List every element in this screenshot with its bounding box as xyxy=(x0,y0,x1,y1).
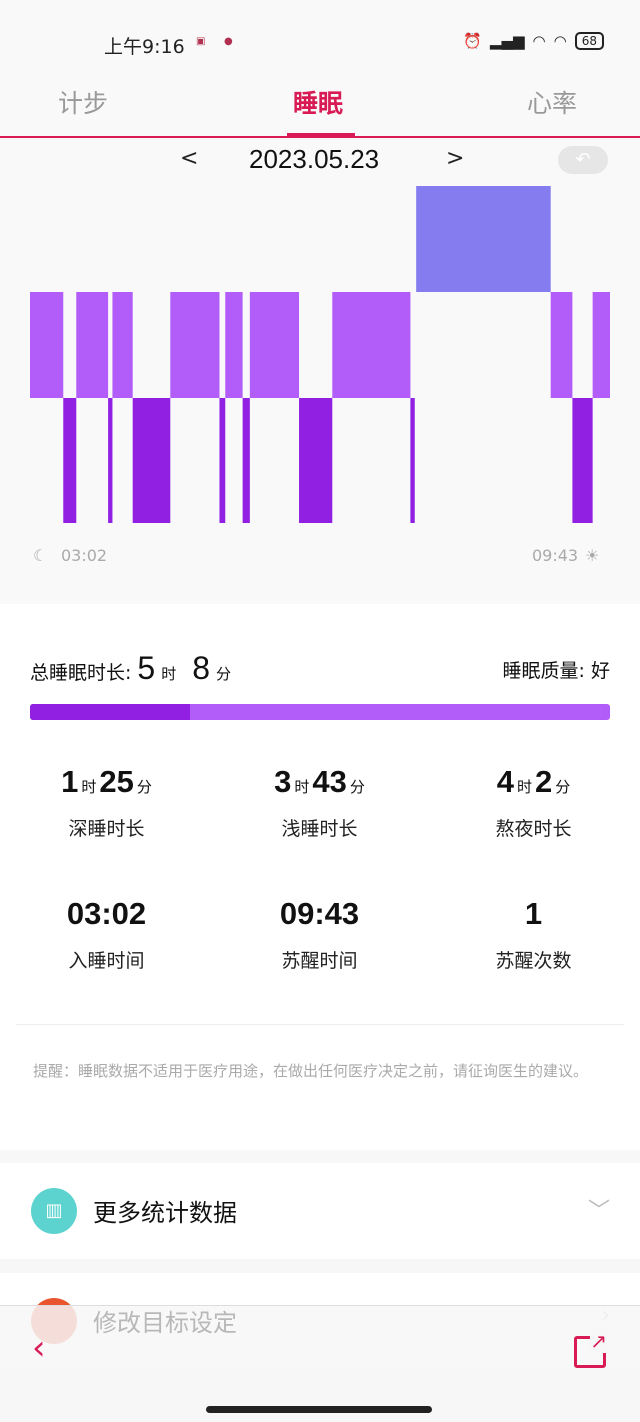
sleep-segment-light xyxy=(249,292,300,398)
sleep-segment-light xyxy=(225,292,243,398)
stat-value: 1 xyxy=(524,896,543,931)
end-time-label: 09:43 xyxy=(532,546,579,565)
sleep-segment-deep xyxy=(132,398,171,523)
sleep-segment-light xyxy=(30,292,64,398)
hour-unit: 时 xyxy=(516,779,532,796)
sleep-segment-light xyxy=(550,292,573,398)
date-navigator: < 2023.05.23 > ↶ xyxy=(0,140,640,184)
divider xyxy=(16,1024,624,1025)
stat-label: 浅睡时长 xyxy=(281,818,358,840)
stat-label: 入睡时间 xyxy=(68,950,145,972)
stat-sleep-time: 03:02 入睡时间 xyxy=(0,896,213,973)
stat-label: 苏醒次数 xyxy=(495,950,572,972)
total-minutes: 8 xyxy=(192,650,211,686)
stat-hours: 1 xyxy=(61,764,79,799)
alarm-icon: ⏰ xyxy=(463,32,482,50)
total-sleep-label: 总睡眠时长: xyxy=(30,662,132,684)
total-hours: 5 xyxy=(137,650,156,686)
return-today-button[interactable]: ↶ xyxy=(558,146,608,174)
share-icon: ↗ xyxy=(590,1329,607,1353)
deep-sleep-fill xyxy=(30,704,191,720)
sleep-quality: 睡眠质量: 好 xyxy=(503,656,610,683)
hour-unit: 时 xyxy=(81,779,97,796)
more-stats-row[interactable]: ▥ 更多统计数据 ﹀ xyxy=(0,1163,640,1259)
sleep-segment-light xyxy=(170,292,220,398)
sleep-segment-awake xyxy=(416,186,551,292)
tab-sleep[interactable]: 睡眠 xyxy=(293,89,344,118)
next-date-button[interactable]: > xyxy=(446,146,465,171)
minute-unit: 分 xyxy=(555,779,571,796)
bottom-bar: ‹ ↗ xyxy=(0,1305,640,1422)
notification-icon: ● xyxy=(224,36,233,47)
stat-value: 09:43 xyxy=(279,896,360,931)
sleep-summary-card: 总睡眠时长: 5 时 8 分 睡眠质量: 好 1 时 25 分 深睡时长 3 时 43 分 … xyxy=(0,604,640,1150)
tab-bar: 计步 睡眠 心率 xyxy=(0,70,640,138)
sleep-segment-deep xyxy=(299,398,333,523)
sleep-segment-deep xyxy=(108,398,113,523)
sleep-stage-chart xyxy=(30,186,610,523)
status-time: 上午9:16 xyxy=(104,36,185,58)
stat-light-sleep: 3 时 43 分 浅睡时长 xyxy=(213,764,426,841)
moon-icon: ☾ xyxy=(33,546,48,565)
stat-deep-sleep: 1 时 25 分 深睡时长 xyxy=(0,764,213,841)
minute-unit: 分 xyxy=(349,779,365,796)
stat-minutes: 2 xyxy=(535,764,553,799)
status-bar: 上午9:16 ▣ ● ⏰ ▂▄▆ ◠ ◠ 68 xyxy=(0,0,640,70)
stat-label: 熬夜时长 xyxy=(495,818,572,840)
hour-unit: 时 xyxy=(294,779,310,796)
sleep-segment-deep xyxy=(410,398,415,523)
hour-unit: 时 xyxy=(161,665,177,683)
sleep-segment-deep xyxy=(63,398,77,523)
stat-minutes: 25 xyxy=(99,764,134,799)
minute-unit: 分 xyxy=(136,779,152,796)
quality-value: 好 xyxy=(590,660,610,682)
sleep-chart: ☾ 03:02 09:43 ☀ xyxy=(0,184,640,604)
sleep-ratio-bar xyxy=(30,704,610,720)
sun-icon: ☀ xyxy=(585,546,600,565)
home-indicator[interactable] xyxy=(206,1406,432,1413)
stat-hours: 4 xyxy=(496,764,514,799)
sleep-segment-light xyxy=(76,292,109,398)
stat-label: 深睡时长 xyxy=(68,818,145,840)
quality-label: 睡眠质量: xyxy=(502,660,585,682)
back-button[interactable]: ‹ xyxy=(32,1328,46,1368)
more-stats-label: 更多统计数据 xyxy=(93,1199,237,1227)
sleep-segment-light xyxy=(332,292,411,398)
undo-icon: ↶ xyxy=(575,149,591,170)
chevron-down-icon[interactable]: ﹀ xyxy=(587,1199,610,1224)
stat-minutes: 43 xyxy=(312,764,347,799)
tab-steps[interactable]: 计步 xyxy=(58,89,109,118)
stat-wake-time: 09:43 苏醒时间 xyxy=(213,896,426,973)
medical-disclaimer: 提醒：睡眠数据不适用于医疗用途，在做出任何医疗决定之前，请征询医生的建议。 xyxy=(33,1062,589,1080)
edit-goal-label[interactable]: 修改目标设定 xyxy=(93,1309,237,1337)
current-date: 2023.05.23 xyxy=(249,144,380,174)
tab-indicator xyxy=(287,133,355,138)
stat-wake-count: 1 苏醒次数 xyxy=(427,896,640,973)
share-button[interactable]: ↗ xyxy=(574,1329,607,1368)
hd-signal-icon: ▂▄▆ xyxy=(489,32,525,50)
start-time-label: 03:02 xyxy=(61,546,108,565)
stat-hours: 3 xyxy=(274,764,292,799)
battery-icon: 68 xyxy=(574,32,604,50)
bar-chart-icon: ▥ xyxy=(31,1188,77,1234)
prev-date-button[interactable]: < xyxy=(180,146,199,171)
sleep-segment-deep xyxy=(242,398,250,523)
sleep-segment-light xyxy=(592,292,610,398)
stat-label: 苏醒时间 xyxy=(281,950,358,972)
total-sleep: 总睡眠时长: 5 时 8 分 xyxy=(30,650,231,687)
tab-heart-rate[interactable]: 心率 xyxy=(527,89,578,118)
minute-unit: 分 xyxy=(216,665,232,683)
sleep-segment-deep xyxy=(219,398,226,523)
wifi-icon: ◠ xyxy=(553,32,567,50)
wifi-icon: ◠ xyxy=(532,32,546,50)
notification-icon: ▣ xyxy=(196,36,206,47)
sleep-segment-deep xyxy=(572,398,593,523)
sleep-segment-light xyxy=(112,292,133,398)
stat-value: 03:02 xyxy=(66,896,147,931)
